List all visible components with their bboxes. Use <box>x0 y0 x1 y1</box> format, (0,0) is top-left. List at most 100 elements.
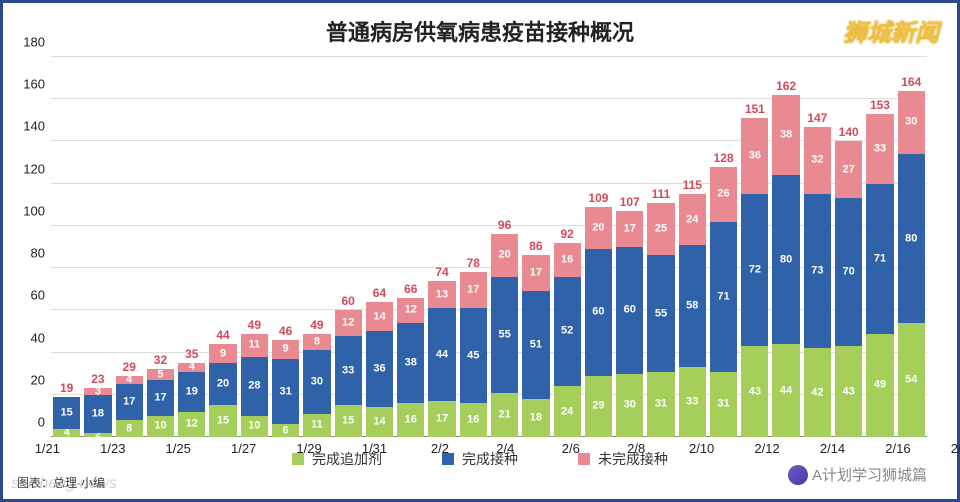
segment-value: 55 <box>491 329 518 340</box>
chart-container: 狮城新闻 shicheng.news A计划学习狮城篇 普通病房供氧病患疫苗接种… <box>0 0 960 502</box>
segment-value: 45 <box>460 350 487 361</box>
segment-value: 44 <box>428 349 455 360</box>
segment-value: 25 <box>647 224 674 235</box>
segment-value: 52 <box>554 326 581 337</box>
bar-total-label: 140 <box>835 125 862 139</box>
segment-value: 4 <box>53 427 80 438</box>
bar-segment-unvacc: 8 <box>303 334 330 351</box>
bar-total-label: 151 <box>741 102 768 116</box>
bar-total-label: 46 <box>272 324 299 338</box>
bar-column: 16451778 <box>458 57 489 437</box>
bar-stack: 17441374 <box>428 281 455 437</box>
segment-value: 8 <box>303 337 330 348</box>
bar-column: 16381266 <box>395 57 426 437</box>
bar-stack: 41519 <box>53 397 80 437</box>
bar-segment-vacc: 80 <box>772 175 799 344</box>
segment-value: 33 <box>679 397 706 408</box>
bar-segment-unvacc: 4 <box>116 376 143 384</box>
segment-value: 17 <box>116 397 143 408</box>
bar-segment-vacc: 80 <box>898 154 925 323</box>
bar-segment-booster: 24 <box>554 386 581 437</box>
bar-stack: 817429 <box>116 376 143 437</box>
bar-segment-booster: 54 <box>898 323 925 437</box>
bar-stack: 1520944 <box>209 344 236 437</box>
segment-value: 17 <box>616 224 643 235</box>
bar-column: 1219435 <box>176 57 207 437</box>
legend-item: 完成追加剂 <box>292 449 382 469</box>
legend: 完成追加剂完成接种未完成接种 <box>3 449 957 469</box>
segment-value: 30 <box>303 377 330 388</box>
segment-value: 31 <box>647 399 674 410</box>
y-tick-label: 180 <box>23 35 45 50</box>
bar-stack: 14361464 <box>366 302 393 437</box>
bar-stack: 306017107 <box>616 211 643 437</box>
legend-label: 完成接种 <box>462 449 518 469</box>
y-tick-label: 80 <box>31 246 45 261</box>
bar-column: 317126128 <box>708 57 739 437</box>
bar-stack: 24521692 <box>554 243 581 437</box>
bar-segment-vacc: 36 <box>366 331 393 407</box>
bar-segment-booster: 2 <box>84 433 111 437</box>
bar-segment-vacc: 60 <box>585 249 612 376</box>
bar-segment-unvacc: 17 <box>522 255 549 291</box>
segment-value: 17 <box>460 285 487 296</box>
segment-value: 80 <box>772 254 799 265</box>
bar-stack: 1017532 <box>147 369 174 437</box>
bar-total-label: 96 <box>491 218 518 232</box>
bar-stack: 437236151 <box>741 118 768 437</box>
segment-value: 16 <box>554 254 581 265</box>
segment-value: 18 <box>84 408 111 419</box>
bar-segment-booster: 11 <box>303 414 330 437</box>
bar-segment-booster: 29 <box>585 376 612 437</box>
bar-segment-booster: 33 <box>679 367 706 437</box>
bar-column: 24521692 <box>552 57 583 437</box>
segment-value: 43 <box>741 386 768 397</box>
segment-value: 12 <box>335 318 362 329</box>
bar-column: 306017107 <box>614 57 645 437</box>
segment-value: 20 <box>491 250 518 261</box>
segment-value: 12 <box>178 419 205 430</box>
segment-value: 11 <box>303 420 330 431</box>
bar-column: 548030164 <box>896 57 927 437</box>
bars-row: 4151921832381742910175321219435152094410… <box>51 57 927 437</box>
segment-value: 6 <box>272 425 299 436</box>
segment-value: 14 <box>366 311 393 322</box>
y-tick-label: 0 <box>38 415 45 430</box>
segment-value: 5 <box>147 369 174 380</box>
segment-value: 36 <box>366 364 393 375</box>
segment-value: 17 <box>428 414 455 425</box>
bar-column: 1017532 <box>145 57 176 437</box>
bar-total-label: 164 <box>898 75 925 89</box>
bar-stack: 437027140 <box>835 141 862 437</box>
bar-segment-vacc: 73 <box>804 194 831 348</box>
segment-value: 20 <box>209 379 236 390</box>
segment-value: 15 <box>53 407 80 418</box>
bar-total-label: 23 <box>84 372 111 386</box>
bar-segment-vacc: 18 <box>84 395 111 433</box>
bar-segment-vacc: 60 <box>616 247 643 374</box>
segment-value: 60 <box>585 307 612 318</box>
bar-segment-vacc: 51 <box>522 291 549 399</box>
segment-value: 15 <box>209 416 236 427</box>
bar-segment-vacc: 33 <box>335 336 362 406</box>
segment-value: 17 <box>147 392 174 403</box>
bar-segment-unvacc: 9 <box>272 340 299 359</box>
y-tick-label: 40 <box>31 330 45 345</box>
bar-segment-vacc: 20 <box>209 363 236 405</box>
bar-stack: 16381266 <box>397 298 424 437</box>
bar-column: 296020109 <box>583 57 614 437</box>
bar-segment-booster: 49 <box>866 334 893 437</box>
bar-column: 11 30 8 49 <box>301 57 332 437</box>
segment-value: 19 <box>178 386 205 397</box>
bar-segment-booster: 4 <box>53 429 80 437</box>
bar-column: 817429 <box>114 57 145 437</box>
bar-column: 10281149 <box>239 57 270 437</box>
bar-total-label: 49 <box>303 318 330 332</box>
bar-segment-unvacc: 14 <box>366 302 393 332</box>
bar-segment-booster: 21 <box>491 393 518 437</box>
bar-segment-unvacc: 25 <box>647 203 674 256</box>
bar-segment-vacc: 30 <box>303 350 330 413</box>
bar-segment-booster: 15 <box>335 405 362 437</box>
bar-column: 18511786 <box>520 57 551 437</box>
segment-value: 10 <box>147 421 174 432</box>
